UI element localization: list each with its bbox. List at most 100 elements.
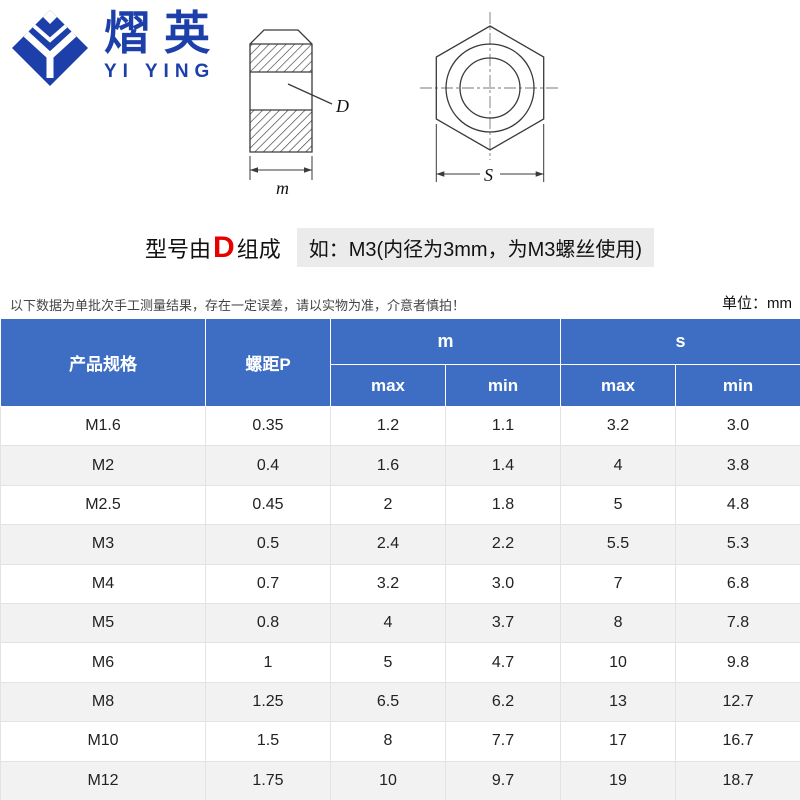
cell-spec: M2 [0,445,206,486]
header-m-max: max [330,364,446,407]
cell-pitch: 0.5 [205,524,331,565]
cell-m-min: 7.7 [444,721,562,762]
cell-m-min: 6.2 [444,681,562,723]
brand-name-en: YI YING [104,60,216,82]
cell-s-max: 5 [560,484,677,526]
spec-table: 产品规格 螺距P m s max min max min M1.6 0.35 1… [0,318,800,800]
cell-pitch: 1.75 [205,760,331,800]
hatch-top [250,44,312,72]
cell-s-min: 3.8 [675,445,800,486]
cell-m-min: 1.8 [444,484,562,526]
table-row: M1.6 0.35 1.2 1.1 3.2 3.0 [0,405,800,447]
brand-name-cn: 熠英 [104,7,224,59]
cell-pitch: 1.5 [205,721,331,762]
chamfer-circle [445,43,535,133]
model-explanation: 型号由 D 组成 如：M3(内径为3mm，为M3螺丝使用) [145,228,655,267]
cell-m-min: 4.7 [444,642,562,683]
model-key-letter: D [213,230,235,264]
table-row: M12 1.75 10 9.7 19 18.7 [0,760,800,800]
cell-pitch: 0.8 [205,602,331,644]
cell-m-max: 3.2 [330,563,446,604]
model-prefix: 型号由 [145,236,212,262]
cell-s-min: 16.7 [675,721,800,762]
cell-m-max: 1.2 [330,405,446,447]
unit-label: 单位：mm [722,295,792,312]
table-row: M5 0.8 4 3.7 8 7.8 [0,602,800,644]
bore-label: D [335,96,349,116]
cell-s-max: 8 [560,602,677,644]
brand-text: 熠英 YI YING [104,8,224,83]
bore-leader-line [287,83,333,105]
table-row: M2.5 0.45 2 1.8 5 4.8 [0,484,800,526]
header-s-min: min [675,364,800,407]
cell-pitch: 0.45 [205,484,331,526]
cell-s-max: 17 [560,721,677,762]
cell-spec: M4 [0,563,206,604]
cell-s-min: 5.3 [675,524,800,565]
table-row: M2 0.4 1.6 1.4 4 3.8 [0,445,800,486]
header-m-min: min [444,364,562,407]
brand-logo-icon [12,10,88,86]
table-row: M3 0.5 2.4 2.2 5.5 5.3 [0,524,800,565]
header-s-max: max [560,364,677,407]
cell-m-max: 2 [330,484,446,526]
cell-s-max: 10 [560,642,677,683]
cell-s-min: 18.7 [675,760,800,800]
cell-spec: M12 [0,760,206,800]
table-row: M6 1 5 4.7 10 9.8 [0,642,800,683]
cell-s-min: 12.7 [675,681,800,723]
measurement-disclaimer: 以下数据为单批次手工测量结果，存在一定误差，请以实物为准，介意者慎拍！ [10,298,466,313]
cell-spec: M10 [0,721,206,762]
nut-front-view-diagram: S [420,12,560,185]
cell-m-min: 9.7 [444,760,562,800]
brand-header: 熠英 YI YING [10,8,224,88]
cell-pitch: 0.4 [205,445,331,486]
cell-pitch: 1.25 [205,681,331,723]
cell-spec: M5 [0,602,206,644]
nut-side-section-diagram: D m [249,29,349,198]
cell-s-min: 9.8 [675,642,800,683]
cell-s-max: 13 [560,681,677,723]
cell-spec: M1.6 [0,405,206,447]
header-group-m: m [329,318,562,365]
cell-s-min: 6.8 [675,563,800,604]
cell-m-max: 6.5 [330,681,446,723]
cell-spec: M6 [0,642,206,683]
cell-m-min: 2.2 [444,524,562,565]
cell-m-max: 2.4 [330,524,446,565]
cell-s-max: 7 [560,563,677,604]
cell-s-min: 3.0 [675,405,800,447]
cell-m-max: 1.6 [330,445,446,486]
table-row: M8 1.25 6.5 6.2 13 12.7 [0,681,800,723]
cell-m-min: 3.0 [444,563,562,604]
cell-pitch: 1 [205,642,331,683]
header-pitch: 螺距P [205,318,331,407]
cell-pitch: 0.35 [205,405,331,447]
cell-m-min: 1.4 [444,445,562,486]
cell-m-max: 8 [330,721,446,762]
table-header-row-1: 产品规格 螺距P m s [0,318,800,407]
cell-m-max: 4 [330,602,446,644]
cell-s-min: 4.8 [675,484,800,526]
cell-spec: M2.5 [0,484,206,526]
bore-circle [459,57,521,119]
model-example: 如：M3(内径为3mm，为M3螺丝使用) [296,228,655,267]
cell-m-min: 3.7 [444,602,562,644]
cell-m-min: 1.1 [444,405,562,447]
hexagon-outline [435,25,545,151]
cell-s-max: 3.2 [560,405,677,447]
width-dim-label: S [484,165,493,185]
cell-m-max: 10 [330,760,446,800]
header-spec: 产品规格 [0,318,206,407]
model-suffix: 组成 [236,236,281,262]
cell-s-min: 7.8 [675,602,800,644]
thickness-dim-label: m [276,178,289,198]
cell-s-max: 5.5 [560,524,677,565]
table-header-row-2: max min max min [1,364,800,407]
header-group-s: s [560,318,800,365]
cell-spec: M8 [0,681,206,723]
cell-spec: M3 [0,524,206,565]
cell-pitch: 0.7 [205,563,331,604]
table-row: M10 1.5 8 7.7 17 16.7 [0,721,800,762]
